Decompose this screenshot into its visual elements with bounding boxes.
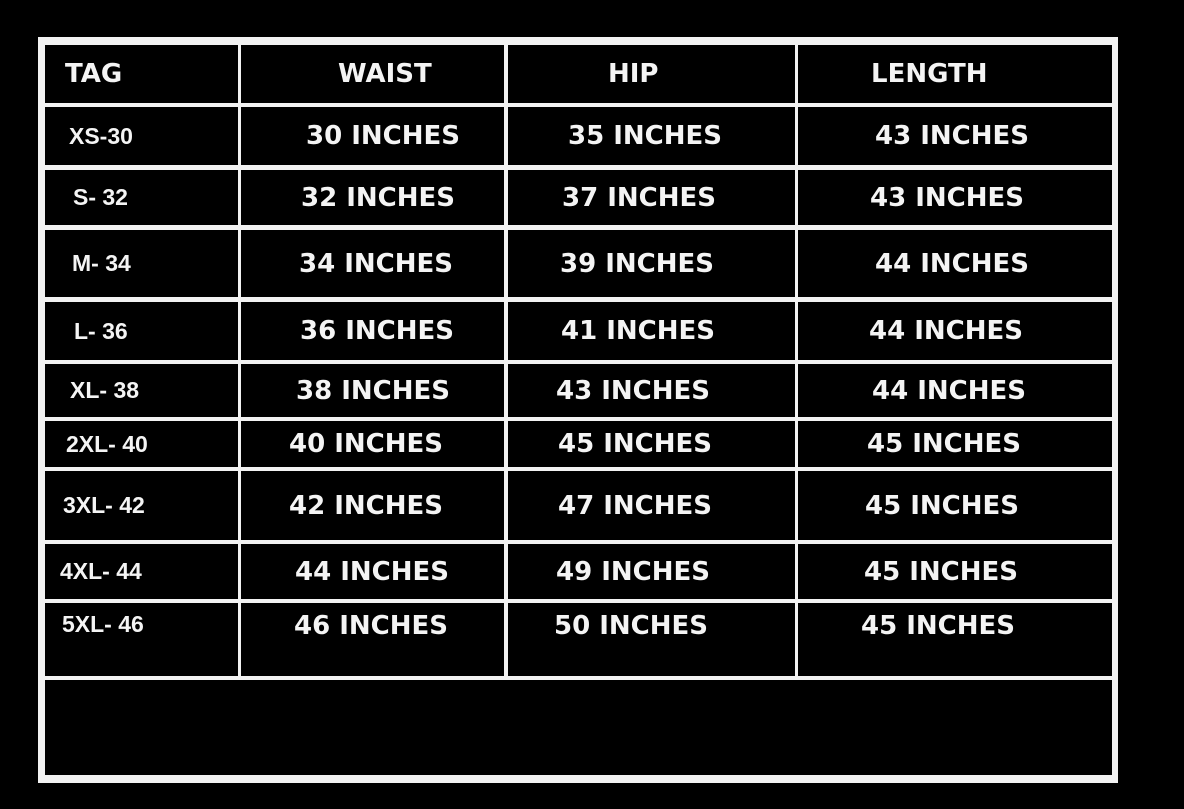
cell-hip: 35 INCHES [508,107,795,165]
cell-waist: 40 INCHES [241,421,504,467]
cell-waist: 42 INCHES [241,471,504,540]
cell-waist: 30 INCHES [241,107,504,165]
size-chart-table: TAG WAIST HIP LENGTH XS-30 30 INCHES 35 INCHES… [38,37,1118,783]
cell-tag: L- 36 [45,302,238,360]
cell-length: 45 INCHES [798,544,1112,599]
cell-tag: 5XL- 46 [45,603,238,676]
cell-tag: 4XL- 44 [45,544,238,599]
header-waist: WAIST [241,45,504,103]
cell-hip: 41 INCHES [508,302,795,360]
cell-length: 43 INCHES [798,107,1112,165]
cell-length: 45 INCHES [798,603,1112,676]
header-hip: HIP [508,45,795,103]
cell-waist: 38 INCHES [241,364,504,417]
cell-hip: 43 INCHES [508,364,795,417]
cell-tag: XL- 38 [45,364,238,417]
cell-waist: 34 INCHES [241,230,504,297]
cell-length: 45 INCHES [798,421,1112,467]
cell-hip: 50 INCHES [508,603,795,676]
cell-length: 44 INCHES [798,230,1112,297]
cell-length: 43 INCHES [798,170,1112,225]
cell-waist: 36 INCHES [241,302,504,360]
cell-waist: 32 INCHES [241,170,504,225]
header-length: LENGTH [798,45,1112,103]
cell-length: 44 INCHES [798,364,1112,417]
cell-hip: 37 INCHES [508,170,795,225]
cell-tag: 2XL- 40 [45,421,238,467]
cell-hip: 49 INCHES [508,544,795,599]
cell-tag: XS-30 [45,107,238,165]
cell-waist: 46 INCHES [241,603,504,676]
cell-length: 44 INCHES [798,302,1112,360]
cell-hip: 45 INCHES [508,421,795,467]
cell-length: 45 INCHES [798,471,1112,540]
cell-hip: 47 INCHES [508,471,795,540]
cell-tag: S- 32 [45,170,238,225]
header-tag: TAG [45,45,238,103]
cell-tag: 3XL- 42 [45,471,238,540]
cell-hip: 39 INCHES [508,230,795,297]
empty-footer-row [45,680,1112,775]
cell-waist: 44 INCHES [241,544,504,599]
cell-tag: M- 34 [45,230,238,297]
